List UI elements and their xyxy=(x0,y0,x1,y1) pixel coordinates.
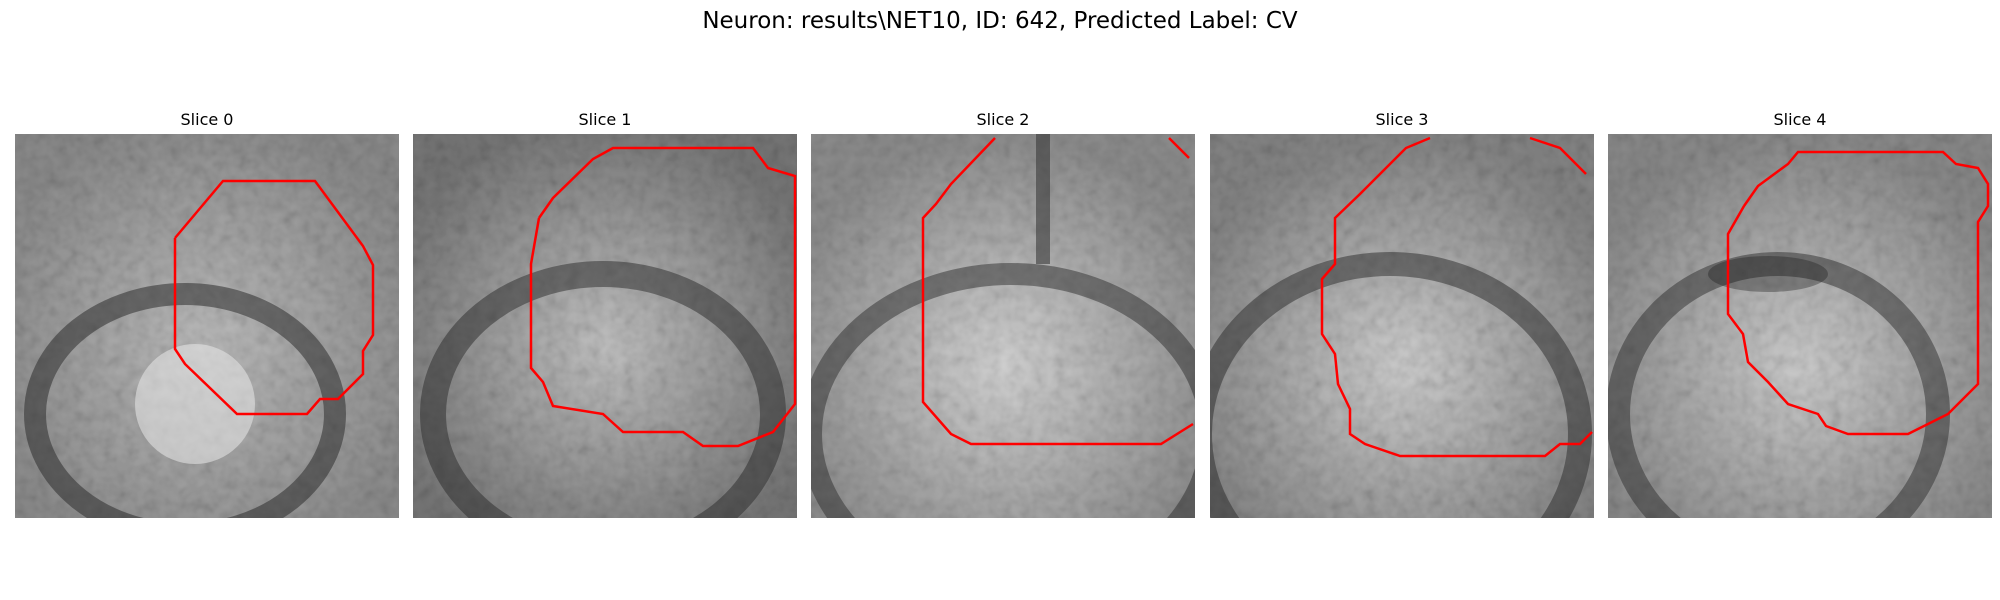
slice-image-4 xyxy=(1608,134,1992,518)
slice-title-4: Slice 4 xyxy=(1773,110,1827,129)
slice-title-1: Slice 1 xyxy=(578,110,632,129)
slice-contour-4 xyxy=(1726,150,1990,436)
slice-title-0: Slice 0 xyxy=(180,110,234,129)
slice-image-0 xyxy=(15,134,399,518)
slice-title-3: Slice 3 xyxy=(1375,110,1429,129)
slice-image-2 xyxy=(811,134,1195,518)
slice-contour-0 xyxy=(173,179,375,416)
slice-title-2: Slice 2 xyxy=(976,110,1030,129)
slice-image-1 xyxy=(413,134,797,518)
slice-contour-2b xyxy=(1168,137,1190,159)
slice-contour-3b xyxy=(1529,136,1587,175)
slice-contour-1 xyxy=(529,146,797,448)
slice-image-3 xyxy=(1210,134,1594,518)
figure-title: Neuron: results\NET10, ID: 642, Predicte… xyxy=(702,8,1298,34)
slice-contour-2a xyxy=(921,137,1194,446)
slice-contour-3a xyxy=(1320,136,1593,458)
